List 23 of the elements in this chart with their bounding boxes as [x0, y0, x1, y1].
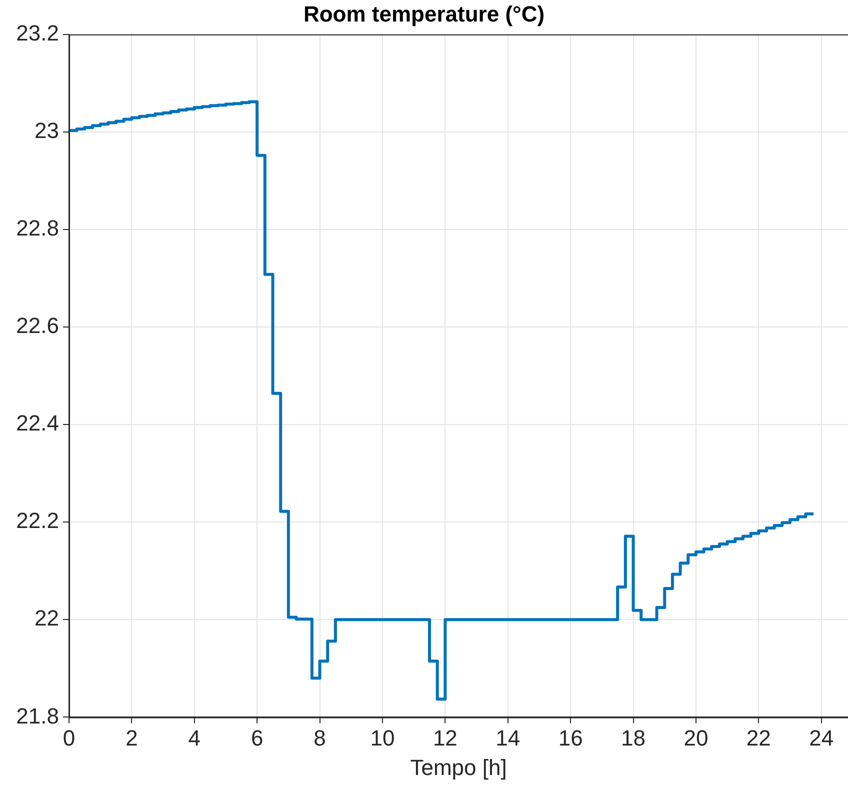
- x-tick-label: 6: [250, 725, 264, 750]
- x-tick-label: 12: [432, 725, 458, 750]
- y-tick-label: 22.8: [16, 216, 59, 241]
- x-tick-label: 24: [809, 725, 834, 750]
- x-tick-label: 16: [558, 725, 583, 750]
- x-tick-label: 18: [621, 725, 646, 750]
- y-tick-label: 22.6: [16, 313, 59, 338]
- y-tick-label: 21.8: [16, 703, 59, 728]
- x-tick-label: 10: [370, 725, 395, 750]
- y-tick-label: 23: [34, 118, 59, 144]
- x-tick-label: 2: [126, 725, 138, 750]
- x-tick-label: 22: [746, 725, 771, 750]
- y-tick-label: 22: [34, 606, 59, 631]
- y-tick-label: 22.2: [16, 508, 59, 534]
- y-tick-label: 23.2: [16, 20, 59, 46]
- chart-title: Room temperature (°C): [303, 1, 545, 26]
- x-tick-label: 0: [62, 725, 76, 750]
- x-tick-label: 14: [496, 725, 520, 750]
- x-axis-title: Tempo [h]: [410, 754, 507, 780]
- x-tick-label: 20: [684, 725, 708, 750]
- x-tick-label: 8: [314, 725, 326, 750]
- x-tick-label: 4: [188, 725, 201, 750]
- y-tick-label: 22.4: [16, 410, 59, 436]
